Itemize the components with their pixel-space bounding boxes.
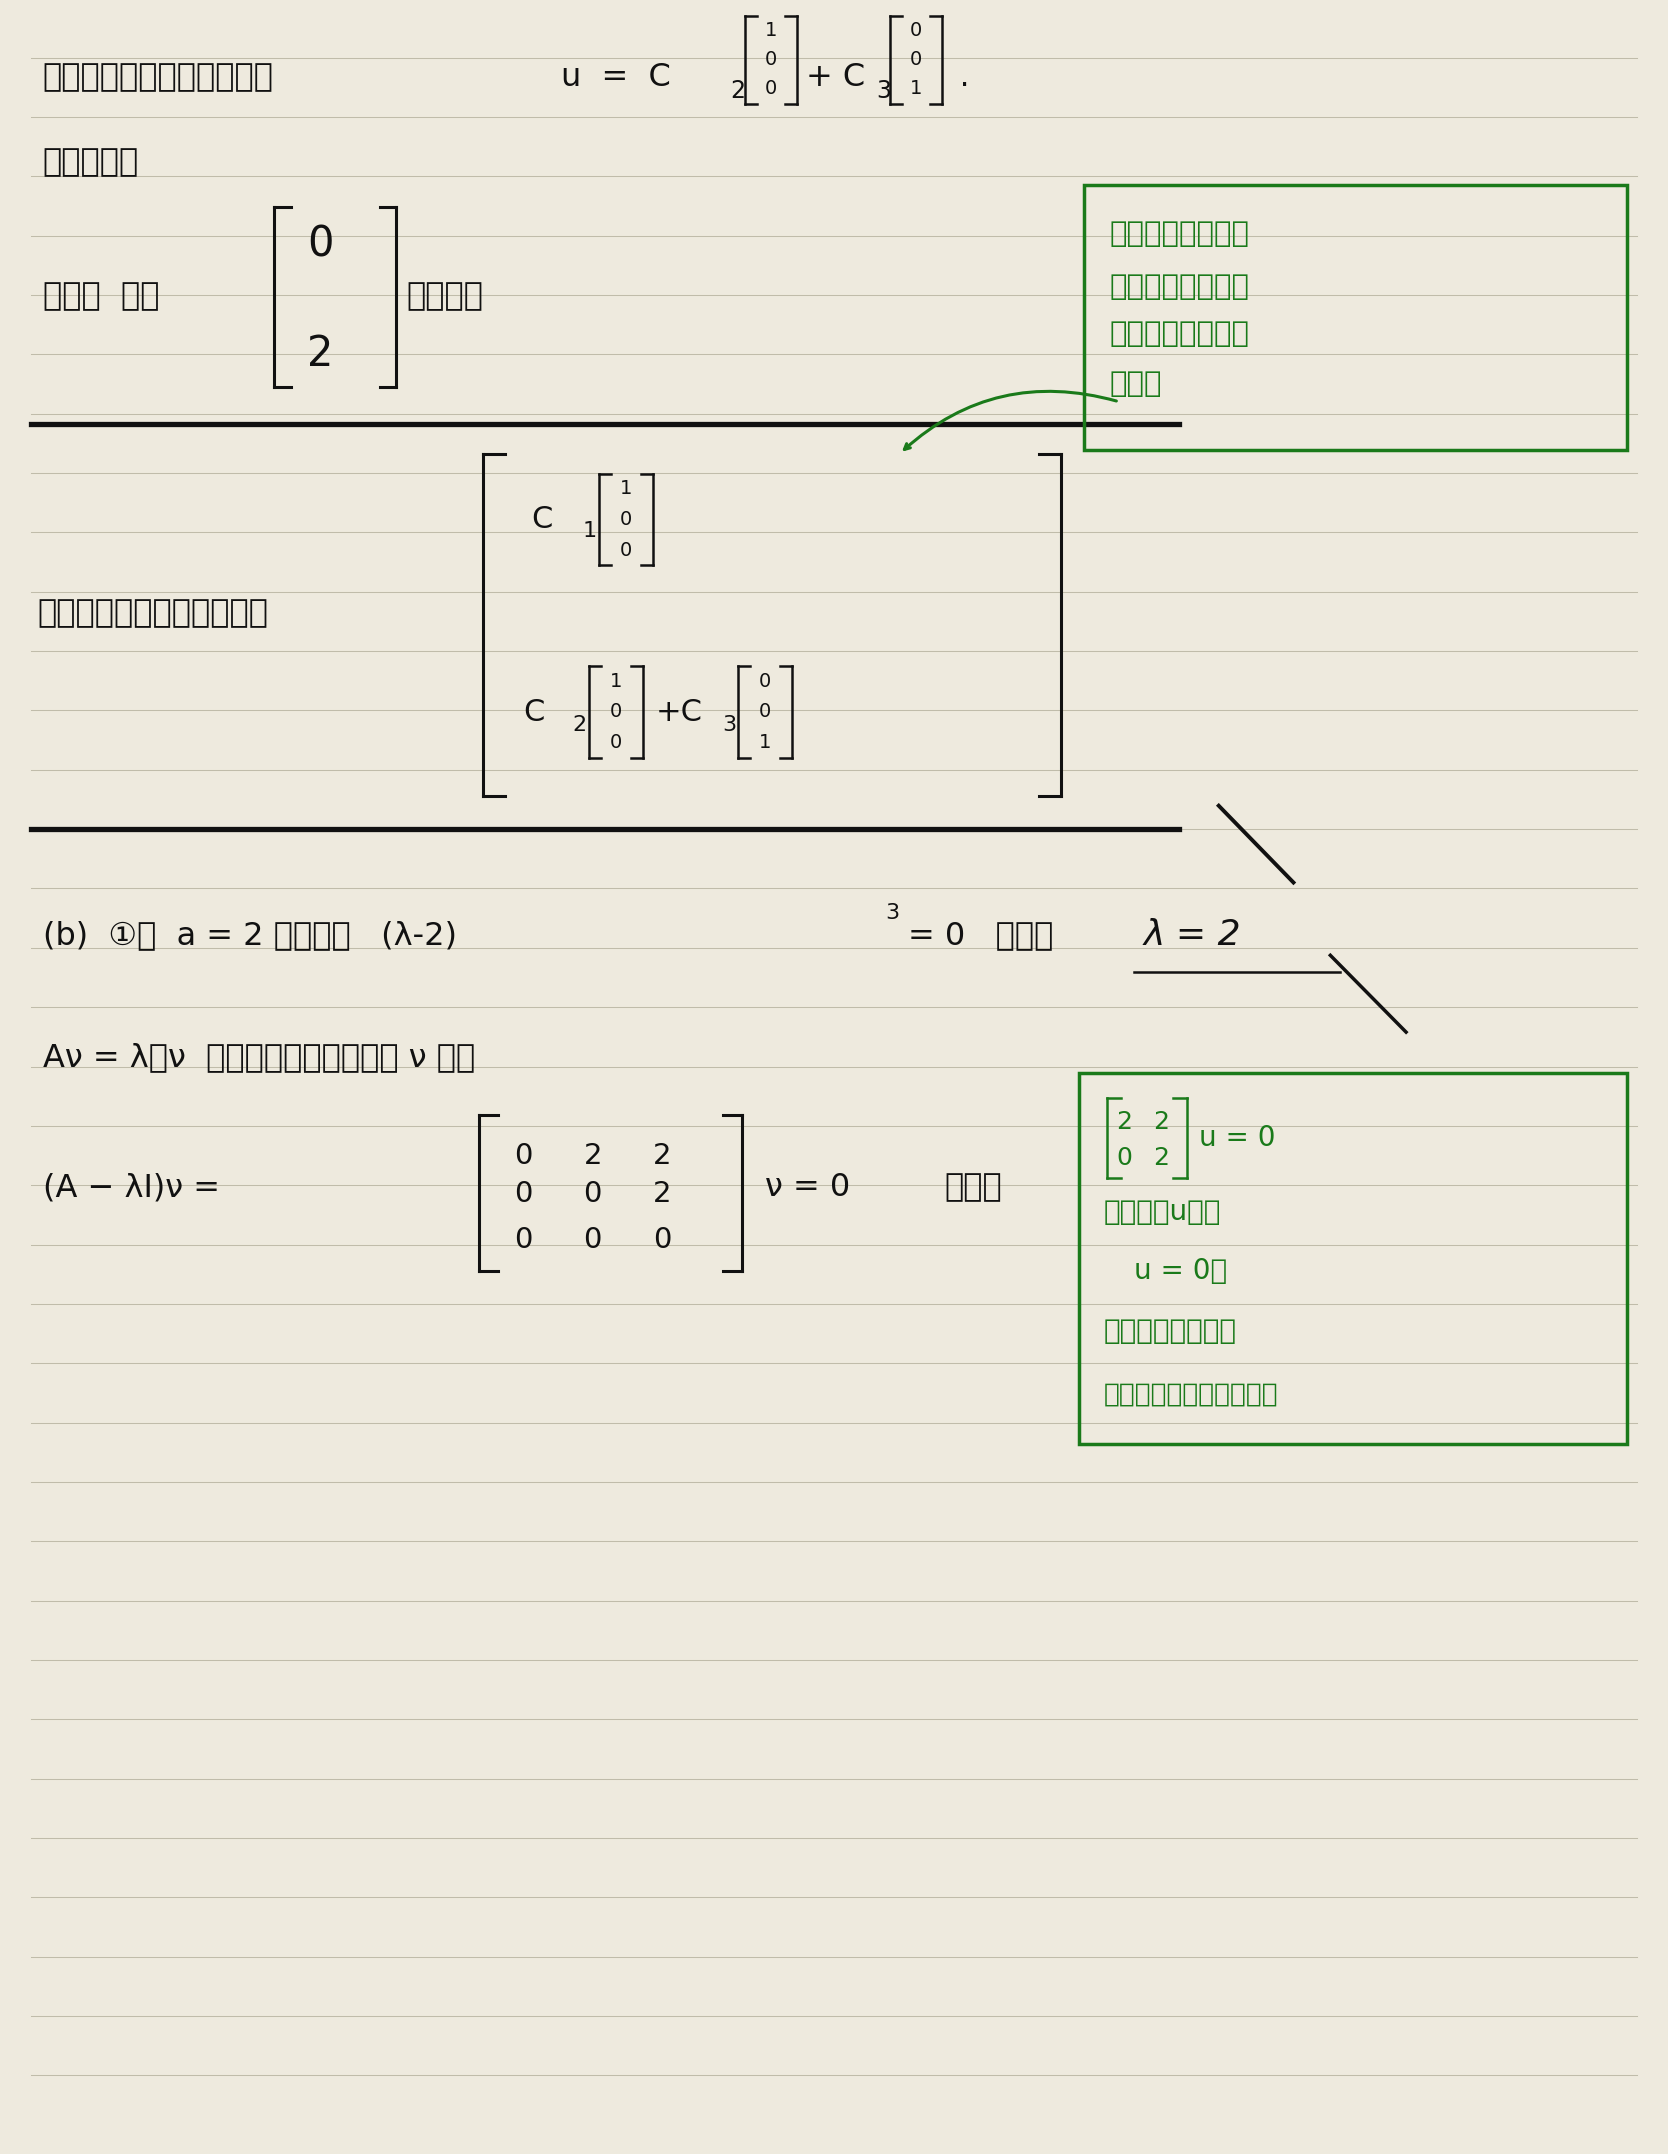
Text: 0: 0 xyxy=(766,80,777,99)
Text: 2: 2 xyxy=(731,78,746,103)
Text: 0: 0 xyxy=(619,510,632,530)
Text: 対応する固有ベクトルは、: 対応する固有ベクトルは、 xyxy=(38,597,269,629)
Text: ν = 0: ν = 0 xyxy=(766,1172,851,1204)
Text: 0: 0 xyxy=(514,1180,532,1208)
Text: Aν = λ・ν  を満たす固有ベクトル ν は、: Aν = λ・ν を満たす固有ベクトル ν は、 xyxy=(43,1043,475,1073)
Text: 2: 2 xyxy=(1153,1109,1169,1133)
Text: 0: 0 xyxy=(759,672,771,691)
Text: 0: 0 xyxy=(514,1142,532,1170)
Text: λ = 2: λ = 2 xyxy=(1144,918,1241,952)
Text: 0: 0 xyxy=(584,1180,602,1208)
Text: 固有ベクトルは、: 固有ベクトルは、 xyxy=(1104,1318,1238,1346)
Text: 3: 3 xyxy=(884,903,899,924)
Text: u = 0: u = 0 xyxy=(1199,1124,1276,1152)
Text: 0: 0 xyxy=(584,1226,602,1254)
Text: であり、: であり、 xyxy=(407,282,484,312)
Text: 0: 0 xyxy=(759,702,771,722)
Text: ゼロベクトルとならない: ゼロベクトルとならない xyxy=(1104,1381,1279,1407)
Text: 固有値  は、: 固有値 は、 xyxy=(43,282,158,312)
Text: 2: 2 xyxy=(654,1142,672,1170)
Text: 2: 2 xyxy=(1116,1109,1133,1133)
Text: C: C xyxy=(524,698,544,728)
Text: 1: 1 xyxy=(766,22,777,41)
Text: 0: 0 xyxy=(619,541,632,560)
Text: 1: 1 xyxy=(909,80,922,99)
Text: 2: 2 xyxy=(584,1142,602,1170)
Text: u  =  C: u = C xyxy=(560,62,671,93)
Text: すべて示むとある: すべて示むとある xyxy=(1109,274,1249,302)
Text: 以上より、: 以上より、 xyxy=(43,146,138,179)
Text: 2: 2 xyxy=(307,334,334,375)
Text: 0: 0 xyxy=(654,1226,672,1254)
Text: u = 0。: u = 0。 xyxy=(1134,1258,1228,1286)
Text: + C: + C xyxy=(806,62,866,93)
Text: 0: 0 xyxy=(909,22,922,41)
Text: 2: 2 xyxy=(572,715,587,735)
Text: = 0   より、: = 0 より、 xyxy=(907,920,1053,950)
Text: ので、一般化して: ので、一般化して xyxy=(1109,321,1249,349)
Text: C: C xyxy=(530,504,552,534)
Text: +C: +C xyxy=(656,698,702,728)
Text: 1: 1 xyxy=(609,672,622,691)
Text: 0: 0 xyxy=(1116,1146,1133,1170)
Text: 3: 3 xyxy=(876,78,891,103)
Text: 固有ベクトルを、: 固有ベクトルを、 xyxy=(1109,220,1249,248)
Text: (b)  ①で  a = 2 として。   (λ-2): (b) ①で a = 2 として。 (λ-2) xyxy=(43,920,457,950)
Text: 0: 0 xyxy=(307,224,334,265)
Text: 1: 1 xyxy=(619,480,632,498)
Text: 3: 3 xyxy=(722,715,737,735)
Text: 1: 1 xyxy=(582,521,597,541)
Text: より、: より、 xyxy=(944,1172,1002,1204)
Text: (A − λI)ν =: (A − λI)ν = xyxy=(43,1172,230,1204)
Text: 2: 2 xyxy=(1153,1146,1169,1170)
Text: 2: 2 xyxy=(654,1180,672,1208)
Text: として、固有ベクトルは、: として、固有ベクトルは、 xyxy=(43,62,274,93)
Text: 0: 0 xyxy=(766,50,777,69)
Text: を満たすuは、: を満たすuは、 xyxy=(1104,1198,1221,1226)
Text: 表現、: 表現、 xyxy=(1109,370,1161,398)
Text: 1: 1 xyxy=(759,732,771,752)
Text: 0: 0 xyxy=(609,702,622,722)
Text: 0: 0 xyxy=(514,1226,532,1254)
Text: 0: 0 xyxy=(909,50,922,69)
Text: 0: 0 xyxy=(609,732,622,752)
Text: .: . xyxy=(949,62,969,93)
